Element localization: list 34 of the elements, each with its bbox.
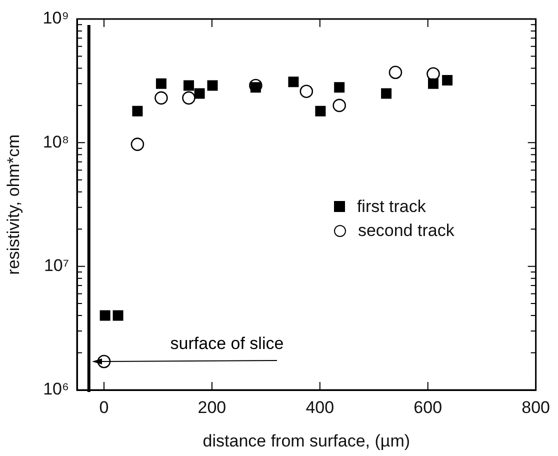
y-tick-label: 10⁷: [44, 256, 69, 276]
point: [112, 310, 124, 321]
x-tick-label: 800: [522, 398, 550, 417]
point: [182, 91, 196, 105]
point: [381, 88, 392, 99]
point: [388, 66, 402, 80]
point: [332, 98, 346, 112]
y-tick-label: 10⁸: [42, 132, 69, 152]
point: [154, 91, 168, 105]
point: [207, 80, 218, 91]
point: [288, 76, 299, 88]
legend-label: first track: [356, 196, 426, 216]
y-tick-label: 10⁹: [42, 8, 69, 28]
point: [250, 82, 261, 93]
point: [156, 78, 166, 89]
point: [194, 88, 205, 99]
annotation: surface of slice: [170, 334, 284, 354]
point: [442, 74, 453, 86]
point: [132, 106, 143, 116]
point: [130, 138, 144, 151]
x-tick-label: 0: [99, 398, 109, 417]
x-tick-label: 600: [414, 398, 442, 417]
point: [183, 80, 194, 91]
point: [334, 82, 345, 93]
y-tick-label: 10⁶: [43, 380, 69, 399]
x-tick-label: 200: [198, 398, 226, 417]
y-axis-title: resistivity, ohm*cm: [4, 134, 23, 275]
point: [428, 78, 439, 89]
point: [300, 84, 314, 98]
legend-label: second track: [358, 220, 454, 240]
point: [315, 106, 326, 116]
point: [100, 310, 110, 321]
x-axis-title: distance from surface, (µm): [202, 431, 410, 450]
x-tick-label: 400: [306, 398, 334, 417]
